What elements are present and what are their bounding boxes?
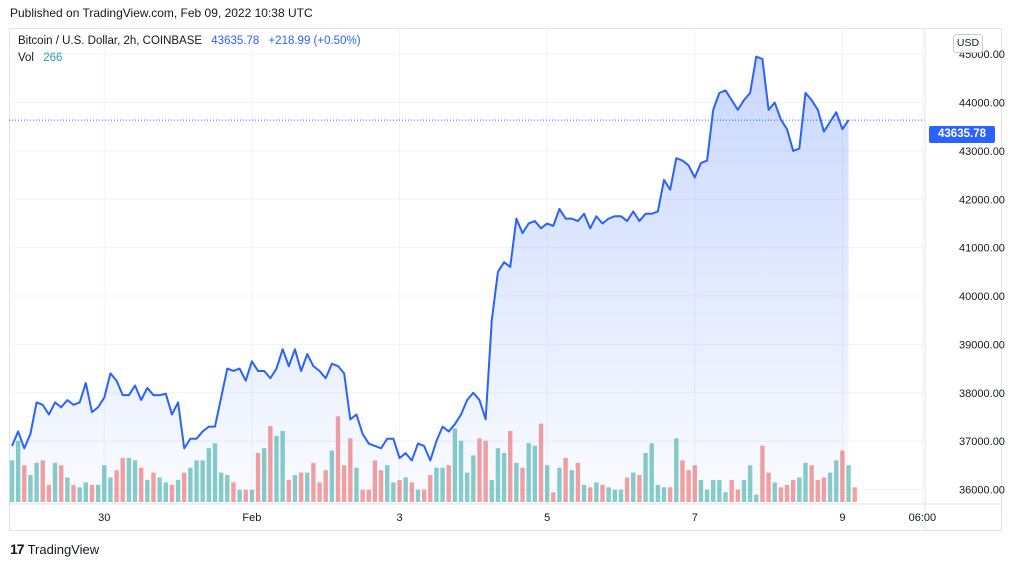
price-tick-label: 43000.00 — [959, 146, 1005, 158]
last-price-tag: 43635.78 — [929, 126, 995, 143]
price-line — [11, 55, 850, 462]
volume-bar — [852, 487, 857, 502]
published-caption: Published on TradingView.com, Feb 09, 20… — [10, 6, 313, 20]
time-tick-label: 5 — [544, 512, 550, 524]
chart-legend: Bitcoin / U.S. Dollar, 2h, COINBASE 4363… — [18, 35, 361, 64]
currency-button[interactable]: USD — [953, 34, 983, 53]
volume-value: 266 — [43, 52, 63, 64]
time-axis[interactable]: 30 Feb 3 5 7 9 06:00 — [98, 512, 936, 524]
price-tick-label: 40000.00 — [959, 291, 1005, 303]
price-tick-label: 42000.00 — [959, 194, 1005, 206]
time-tick-label: 30 — [98, 512, 110, 524]
volume-legend: Vol 266 — [18, 52, 62, 64]
chart-frame — [9, 28, 1002, 531]
last-price-value: 43635.78 — [211, 35, 260, 47]
tradingview-logo-icon: 17 — [10, 541, 25, 557]
time-tick-label: 7 — [692, 512, 698, 524]
time-tick-label: 06:00 — [909, 512, 937, 524]
price-change: +218.99 (+0.50%) — [268, 35, 361, 47]
brand-name: TradingView — [27, 541, 100, 557]
time-tick-label: Feb — [242, 512, 261, 524]
price-tick-label: 37000.00 — [959, 436, 1005, 448]
price-tick-label: 41000.00 — [959, 243, 1005, 255]
footer-brand[interactable]: 17 TradingView — [10, 541, 99, 557]
price-tick-label: 39000.00 — [959, 339, 1005, 351]
price-area-fill — [12, 56, 849, 504]
price-tick-label: 38000.00 — [959, 388, 1005, 400]
time-tick-label: 3 — [396, 512, 402, 524]
symbol-title: Bitcoin / U.S. Dollar, 2h, COINBASE — [18, 35, 203, 47]
price-tick-label: 44000.00 — [959, 98, 1005, 110]
price-axis[interactable]: 36000.00 37000.00 38000.00 39000.00 40000.00… — [959, 49, 1005, 496]
price-tick-label: 36000.00 — [959, 484, 1005, 496]
volume-label: Vol — [18, 52, 34, 64]
time-tick-label: 9 — [839, 512, 845, 524]
